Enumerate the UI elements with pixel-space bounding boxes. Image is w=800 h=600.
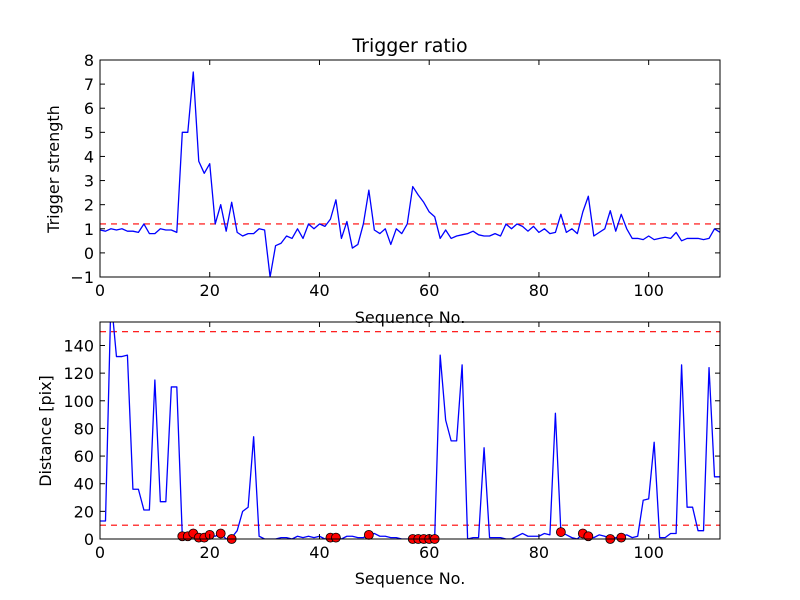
distance-plot-area: 0 20 40 60 80 100 0 20 40 60 80 100 120 140 [63,321,721,562]
y-tick-label: 120 [63,364,94,383]
plot-frame [99,321,721,540]
y-tick-label: 40 [74,475,94,494]
x-tick-label: 20 [200,543,220,562]
series-line [100,322,720,539]
y-tick-label: 0 [84,530,94,549]
x-tick-label: 80 [529,281,549,300]
x-tick-label: 100 [633,543,664,562]
x-axis-label: Sequence No. [355,569,466,588]
y-tick-label: 7 [84,75,94,94]
chart-title: Trigger ratio [351,35,467,57]
data-marker [583,531,594,542]
series-line [100,71,720,277]
y-tick-label: 5 [84,123,94,142]
y-tick-label: 140 [63,336,94,355]
x-axis-label: Sequence No. [355,308,466,327]
y-tick-label: 4 [84,147,94,166]
y-tick-label: 0 [84,244,94,263]
x-tick-label: 80 [529,543,549,562]
y-tick-label: 80 [74,419,94,438]
x-tick-label: 0 [95,543,105,562]
y-tick-label: 8 [84,51,94,70]
distance-chart: 0 20 40 60 80 100 0 20 40 60 80 100 120 140 Sequence … [36,321,721,588]
plot-frame [99,59,721,278]
y-tick-label: 6 [84,99,94,118]
x-tick-label: 100 [633,281,664,300]
x-tick-label: 40 [309,281,329,300]
x-tick-label: 60 [419,543,439,562]
y-tick-label: 100 [63,392,94,411]
x-tick-label: 40 [309,543,329,562]
y-axis-label: Trigger strength [44,105,63,234]
y-axis-label: Distance [pix] [36,375,55,487]
y-tick-label: 2 [84,196,94,215]
y-tick-label: 3 [84,172,94,191]
data-marker [616,532,627,543]
data-marker [555,527,566,537]
data-marker [331,532,341,543]
y-tick-label: 60 [74,447,94,466]
y-tick-label: 1 [84,220,94,239]
y-tick-label: −1 [70,268,94,287]
data-marker [363,529,374,540]
data-marker [215,528,226,539]
x-tick-label: 0 [95,281,105,300]
y-tick-label: 20 [74,502,94,521]
x-tick-label: 20 [200,281,220,300]
x-tick-label: 60 [419,281,439,300]
